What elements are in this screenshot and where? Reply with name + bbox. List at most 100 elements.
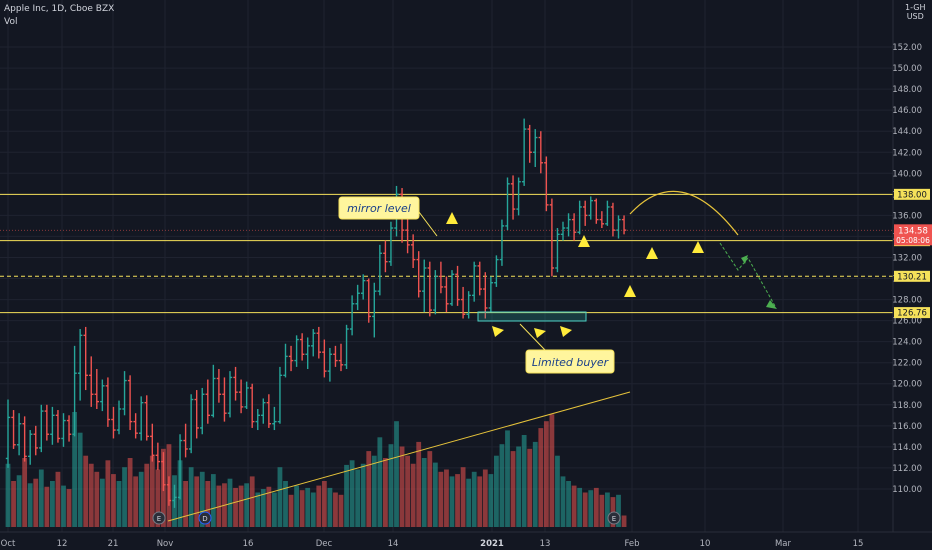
- arc-pattern[interactable]: [629, 190, 739, 236]
- time-tick-label: Mar: [775, 539, 792, 549]
- arrow-up-icon: [624, 285, 636, 297]
- ohlc-bar: [333, 345, 338, 367]
- ohlc-bar: [177, 434, 183, 500]
- volume-bar: [288, 494, 294, 527]
- ohlc-bar: [244, 381, 249, 409]
- ohlc-bar: [460, 286, 466, 319]
- ohlc-bar: [50, 406, 55, 445]
- ohlc-bar: [266, 394, 272, 428]
- symbol-title: Apple Inc, 1D, Cboe BZX: [4, 4, 115, 14]
- ohlc-bar: [338, 343, 344, 372]
- event-marker-icon[interactable]: E: [607, 511, 621, 525]
- volume-bar: [122, 467, 127, 527]
- volume-bar: [527, 448, 533, 527]
- volume-bar: [50, 481, 55, 527]
- arrow-up-icon: [646, 247, 658, 259]
- volume-bar: [621, 515, 627, 527]
- countdown-text: 05:08:06: [896, 236, 930, 245]
- ohlc-bar: [122, 371, 127, 416]
- time-axis[interactable]: Oct 12 21 Nov 16 Dec 14 2021 13 Feb 10 Mar 15: [0, 531, 932, 549]
- volume-bar: [455, 474, 460, 527]
- limited-buyer-callout[interactable]: Limited buyer: [519, 323, 615, 374]
- ohlc-bar: [372, 282, 377, 338]
- volume-bar: [316, 485, 322, 527]
- price-tick-label: 124.00: [892, 338, 922, 348]
- volume-bar: [55, 471, 61, 527]
- ohlc-bar: [494, 255, 499, 287]
- ohlc-bar: [28, 430, 33, 465]
- volume-bar: [488, 474, 494, 527]
- ohlc-bar: [144, 395, 149, 441]
- volume-bar: [482, 469, 488, 527]
- callout-text-limited: Limited buyer: [532, 356, 610, 369]
- price-tick-label: 128.00: [892, 296, 922, 306]
- ohlc-bar: [261, 398, 266, 424]
- volume-bar: [294, 485, 299, 527]
- volume-bar: [421, 458, 427, 527]
- volume-bar: [588, 490, 594, 527]
- ohlc-bar: [538, 131, 543, 174]
- volume-bar: [77, 432, 83, 527]
- volume-bar: [5, 463, 11, 527]
- price-tick-label: 126.00: [892, 317, 922, 327]
- event-marker-icon[interactable]: D: [198, 511, 212, 525]
- volume-bar: [183, 481, 188, 527]
- volume-bar: [516, 446, 521, 527]
- event-marker-icon[interactable]: E: [152, 511, 166, 525]
- projection-mid-arrow-icon: [741, 255, 748, 264]
- ohlc-bar: [133, 413, 138, 439]
- price-axis[interactable]: 110.00 112.00 114.00 116.00 118.00 120.00 122.…: [892, 0, 922, 532]
- ohlc-bar: [377, 244, 383, 296]
- price-tick-label: 142.00: [892, 148, 922, 158]
- volume-bar: [310, 492, 316, 527]
- ohlc-bar: [510, 175, 516, 220]
- support-zone-box[interactable]: [477, 311, 587, 322]
- volume-bar: [144, 463, 150, 527]
- volume-bar: [94, 471, 100, 527]
- volume-bar: [416, 441, 422, 527]
- projection-path[interactable]: [719, 242, 776, 307]
- trendline[interactable]: [167, 391, 631, 522]
- horizontal-levels[interactable]: [0, 193, 893, 314]
- time-tick-label: 21: [108, 539, 119, 549]
- ohlc-bar: [316, 326, 321, 359]
- volume-bar: [599, 494, 605, 527]
- ohlc-bar: [438, 261, 444, 294]
- ohlc-bar: [388, 221, 394, 266]
- ohlc-bar: [94, 369, 99, 409]
- volume-bar: [72, 412, 77, 527]
- drawings[interactable]: mirror level Limited buyer: [167, 190, 777, 522]
- ohlc-bar: [205, 379, 210, 424]
- ohlc-bar: [555, 228, 560, 273]
- time-tick-label: 2021: [480, 539, 504, 549]
- ohlc-bar: [66, 415, 72, 442]
- price-tick-label: 144.00: [892, 127, 922, 137]
- ohlc-bar: [361, 274, 366, 300]
- volume-bar: [127, 458, 133, 527]
- ohlc-bar: [299, 333, 305, 361]
- volume-bar: [233, 487, 238, 527]
- ohlc-bar: [166, 476, 172, 506]
- volume-bar: [277, 467, 283, 527]
- ohlc-bar: [222, 377, 227, 422]
- ohlc-bar: [521, 118, 527, 186]
- volume-bar: [205, 481, 211, 527]
- callout-text-mirror: mirror level: [347, 202, 411, 215]
- ohlc-bar: [505, 177, 510, 231]
- volume-label: Vol: [4, 17, 18, 27]
- ohlc-bar: [449, 270, 455, 306]
- ohlc-bar: [89, 356, 94, 407]
- ohlc-bar: [5, 399, 11, 468]
- ohlc-bar: [238, 379, 244, 414]
- volume-bar: [477, 476, 483, 527]
- volume-bar: [227, 478, 233, 527]
- mirror-level-callout[interactable]: mirror level: [338, 196, 438, 237]
- ohlc-bar: [233, 366, 238, 401]
- arrow-up-icon: [560, 326, 572, 337]
- volume-bar: [394, 421, 399, 527]
